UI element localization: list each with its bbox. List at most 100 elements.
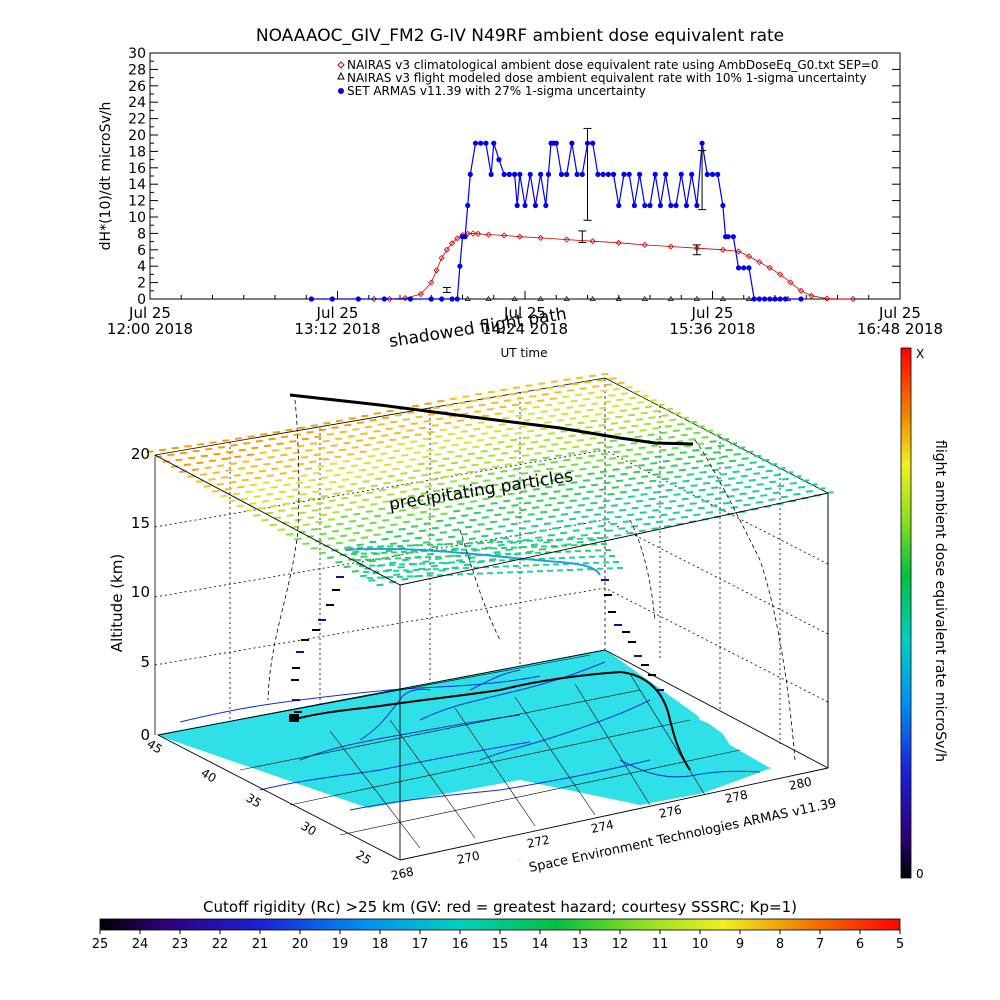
colorbar-right-label: flight ambient dose equivalent rate micr… [932,440,948,762]
cloud-dash [448,516,456,520]
cloud-dash [354,475,362,479]
cloud-dash [420,492,428,495]
cloud-dash [389,438,397,442]
cloud-dash [660,513,668,517]
cloud-dash [707,475,715,478]
armas-point [782,296,789,302]
cloud-dash [384,463,392,467]
cloud-dash [664,425,672,428]
cloud-dash [433,471,441,474]
lon-tick-274: 274 [590,817,615,835]
cloud-dash [666,470,674,474]
cloud-dash [609,439,617,443]
cloud-dash [515,497,523,500]
cloud-dash [464,423,473,427]
cloud-dash [332,511,340,514]
cloud-dash [474,493,482,496]
cloud-dash [472,445,480,449]
cloud-dash [725,448,733,452]
armas-point [621,171,627,177]
cloud-dash [318,446,326,450]
nairas-clim-point [641,241,648,248]
cloud-dash [655,520,663,524]
cloud-dash [271,467,279,471]
cloud-dash [345,489,353,493]
y-tick-label: 6 [137,243,146,259]
cloud-dash [623,502,631,505]
cloud-dash [286,514,294,517]
series-nairas-climatological-line [374,232,854,300]
nairas-flight-point [693,295,701,301]
y-tick-label: 2 [137,276,146,292]
cloud-dash [748,479,756,482]
cloud-dash [527,429,535,433]
cloud-dash [575,456,583,460]
particles-annotation: precipitating particles [388,466,575,515]
colorbar-right-bar [900,347,912,879]
cloud-dash [428,413,436,416]
cloud-dash [542,456,550,460]
nairas-flight-point [511,295,518,301]
cloud-dash [404,483,412,487]
cloud-dash [762,458,770,462]
cloud-dash [439,428,447,432]
cloud-dash [341,496,349,500]
armas-point [496,157,502,163]
cloud-dash [628,396,637,400]
cloud-dash [657,484,665,487]
cloud-dash [544,503,552,507]
colorbar-tick-label: 11 [652,937,669,952]
x-tick-label-time: 13:12 2018 [294,320,380,338]
legend-nairas-clim: NAIRAS v3 climatological ambient dose eq… [347,58,879,72]
cloud-dash [536,499,544,502]
cloud-dash [424,402,432,405]
cloud-dash [333,492,341,495]
cloud-dash [225,469,233,472]
cloud-dash [195,480,203,483]
nairas-clim-point [850,295,857,303]
y-tick-label: 20 [128,128,146,144]
cloud-dash [601,372,609,376]
cloud-dash [695,459,704,463]
cloud-dash [606,428,614,432]
cloud-dash [476,438,484,442]
armas-point [605,171,611,177]
cloud-dash [253,495,261,498]
cloud-dash [585,508,594,512]
cloud-dash [599,406,607,410]
cloud-dash [320,494,328,498]
cloud-dash [359,450,367,454]
cloud-dash [543,540,551,544]
cloud-dash [503,399,511,402]
cloud-dash [167,453,175,457]
cloud-dash [652,427,660,430]
cloud-dash [506,529,514,533]
cloud-dash [478,486,486,489]
cloud-dash [293,433,301,436]
y-tick-label: 16 [128,161,146,177]
cloud-dash [427,430,435,434]
cloud-dash [472,549,480,552]
cloud-dash [305,449,313,452]
cloud-dash [262,481,270,484]
cloud-dash [611,404,619,408]
cloud-dash [400,472,408,475]
cloud-dash [346,471,354,474]
armas-point [511,171,518,177]
cloud-dash [254,476,262,480]
cloud-dash [585,527,593,530]
cloud-dash [244,509,253,512]
cloud-dash [744,485,752,489]
cloud-dash [626,431,635,434]
cloud-dash [213,452,221,456]
cloud-dash [419,510,427,514]
nairas-flight-point [641,295,648,301]
cloud-dash [485,425,493,429]
cloud-dash [298,426,306,430]
cloud-dash [610,504,619,507]
cloud-dash [646,450,654,454]
cloud-dash [635,518,643,521]
cloud-dash [378,488,387,492]
cloud-dash [241,478,249,482]
cloud-dash [468,556,476,559]
